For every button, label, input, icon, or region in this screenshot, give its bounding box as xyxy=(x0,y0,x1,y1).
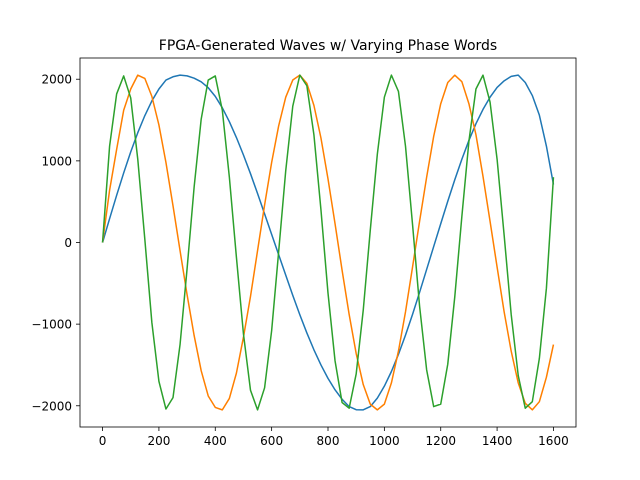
series-line-1 xyxy=(101,74,555,411)
plot-area xyxy=(101,74,555,411)
chart-title: FPGA-Generated Waves w/ Varying Phase Wo… xyxy=(159,38,497,54)
plot-frame xyxy=(79,57,577,428)
x-tick-label-2: 400 xyxy=(204,434,227,448)
x-tick-label-5: 1000 xyxy=(369,434,400,448)
axes: 0 200 400 600 800 1000 1200 1400 1600 −2000 −1000 0… xyxy=(31,57,577,448)
y-tick-label-1: −1000 xyxy=(31,318,72,332)
x-tick-label-7: 1400 xyxy=(482,434,513,448)
x-tick-label-0: 0 xyxy=(99,434,107,448)
x-tick-label-6: 1200 xyxy=(425,434,456,448)
series-line-3 xyxy=(101,74,555,411)
y-tick-label-3: 1000 xyxy=(41,154,72,168)
y-tick-label-4: 2000 xyxy=(41,73,72,87)
y-tick-label-0: −2000 xyxy=(31,399,72,413)
x-tick-label-3: 600 xyxy=(260,434,283,448)
y-tick-label-2: 0 xyxy=(64,236,72,250)
x-tick-label-4: 800 xyxy=(317,434,340,448)
x-tick-label-1: 200 xyxy=(147,434,170,448)
series-line-2 xyxy=(101,74,555,411)
x-tick-label-8: 1600 xyxy=(538,434,569,448)
